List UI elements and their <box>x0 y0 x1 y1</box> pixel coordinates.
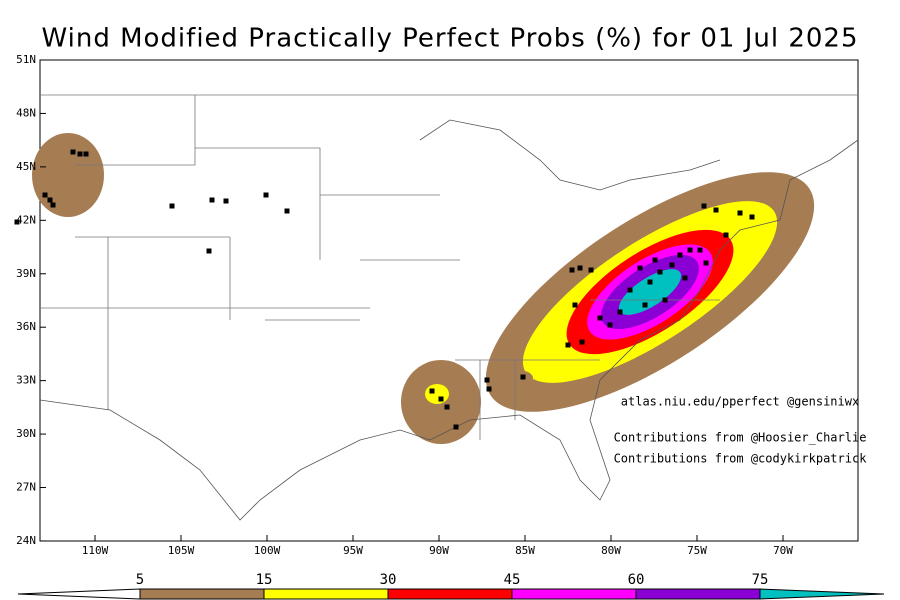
storm-report <box>703 260 709 266</box>
storm-report <box>652 257 658 263</box>
lat-label: 24N <box>16 534 36 547</box>
lat-label: 48N <box>16 106 36 119</box>
colorbar-segment <box>263 588 389 600</box>
storm-report <box>657 269 663 275</box>
lon-label: 95W <box>343 544 363 557</box>
storm-report <box>697 247 703 253</box>
storm-report <box>569 267 575 273</box>
colorbar-segment <box>139 588 265 600</box>
lon-label: 110W <box>82 544 109 557</box>
colorbar-segment <box>387 588 513 600</box>
storm-report <box>486 386 492 392</box>
storm-report <box>572 302 578 308</box>
storm-report <box>169 203 175 209</box>
lon-label: 100W <box>254 544 281 557</box>
storm-report <box>83 151 89 157</box>
storm-report <box>647 279 653 285</box>
storm-report <box>577 265 583 271</box>
storm-report <box>209 197 215 203</box>
colorbar-label: 75 <box>752 572 769 588</box>
storm-report <box>642 302 648 308</box>
colorbar-label: 30 <box>380 572 397 588</box>
storm-report <box>50 202 56 208</box>
colorbar-label: 15 <box>256 572 273 588</box>
prob-contour <box>503 370 533 386</box>
title: Wind Modified Practically Perfect Probs … <box>41 24 858 54</box>
storm-report <box>627 287 633 293</box>
storm-report <box>723 232 729 238</box>
storm-report <box>737 210 743 216</box>
storm-report <box>682 275 688 281</box>
lon-label: 90W <box>429 544 449 557</box>
storm-report <box>520 374 526 380</box>
storm-report <box>438 396 444 402</box>
lat-label: 45N <box>16 160 36 173</box>
lat-label: 51N <box>16 53 36 66</box>
lat-label: 42N <box>16 213 36 226</box>
lon-label: 70W <box>773 544 793 557</box>
storm-report <box>70 149 76 155</box>
storm-report <box>453 424 459 430</box>
boundaries <box>39 94 859 521</box>
storm-report <box>77 151 83 157</box>
storm-report <box>687 247 693 253</box>
colorbar-over <box>759 588 885 600</box>
storm-report <box>588 267 594 273</box>
storm-report <box>565 342 571 348</box>
reports <box>14 149 755 430</box>
storm-report <box>669 262 675 268</box>
storm-report <box>223 198 229 204</box>
storm-report <box>206 248 212 254</box>
lat-label: 33N <box>16 374 36 387</box>
prob-contour <box>425 384 449 404</box>
lat-label: 27N <box>16 481 36 494</box>
storm-report <box>637 265 643 271</box>
colorbar-segment <box>511 588 637 600</box>
storm-report <box>484 377 490 383</box>
credit: atlas.niu.edu/pperfect @gensiniwx <box>621 395 859 409</box>
storm-report <box>701 203 707 209</box>
storm-report <box>749 214 755 220</box>
lat-label: 39N <box>16 267 36 280</box>
colorbar-label: 60 <box>628 572 645 588</box>
colorbar-label: 5 <box>136 572 144 588</box>
credit: Contributions from @codykirkpatrick <box>614 452 868 466</box>
lon-label: 105W <box>168 544 195 557</box>
lon-label: 75W <box>687 544 707 557</box>
storm-report <box>444 404 450 410</box>
storm-report <box>14 219 20 225</box>
colorbar: 5 15 30 45 60 75 <box>17 572 885 600</box>
axes: 51N 48N 45N 42N 39N 36N 33N 30N 27N 24N 110W 105W 10… <box>16 53 867 557</box>
storm-report <box>617 309 623 315</box>
storm-report <box>42 192 48 198</box>
lat-label: 30N <box>16 427 36 440</box>
credit: Contributions from @Hoosier_Charlie <box>614 431 867 445</box>
storm-report <box>662 297 668 303</box>
storm-report <box>713 207 719 213</box>
colorbar-segment <box>635 588 761 600</box>
colorbar-label: 45 <box>504 572 521 588</box>
lon-label: 85W <box>515 544 535 557</box>
storm-report <box>263 192 269 198</box>
colorbar-under <box>17 588 141 600</box>
prob-contour <box>32 133 104 217</box>
storm-report <box>47 197 53 203</box>
storm-report <box>607 322 613 328</box>
storm-report <box>429 388 435 394</box>
storm-report <box>284 208 290 214</box>
lat-label: 36N <box>16 320 36 333</box>
storm-report <box>579 339 585 345</box>
storm-report <box>597 315 603 321</box>
lon-label: 80W <box>601 544 621 557</box>
storm-report <box>677 252 683 258</box>
prob-contour <box>618 269 682 315</box>
